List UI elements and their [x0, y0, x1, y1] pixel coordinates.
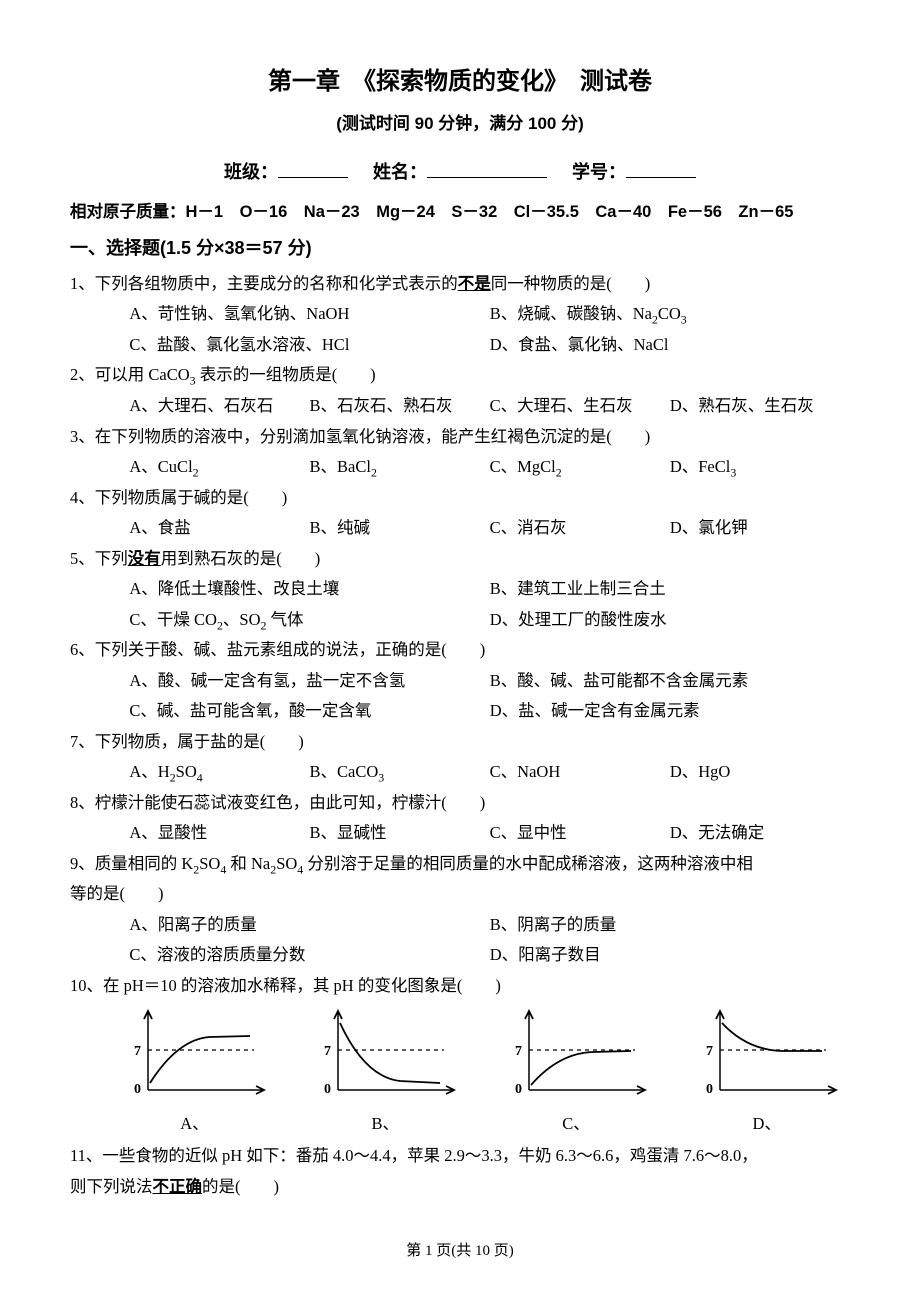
q4-option-d[interactable]: D、氯化钾	[670, 513, 850, 544]
atomic-masses: 相对原子质量：H－1 O－16 Na－23 Mg－24 S－32 Cl－35.5…	[70, 197, 850, 228]
svg-text:0: 0	[134, 1082, 141, 1097]
question-4: 4、下列物质属于碱的是( ) A、食盐 B、纯碱 C、消石灰 D、氯化钾	[70, 483, 850, 544]
q4-option-c[interactable]: C、消石灰	[490, 513, 670, 544]
q2-option-a[interactable]: A、大理石、石灰石	[129, 391, 309, 422]
q3-option-d[interactable]: D、FeCl3	[670, 452, 850, 483]
q11-underline: 不正确	[153, 1177, 203, 1196]
q8-option-a[interactable]: A、显酸性	[129, 818, 309, 849]
class-blank[interactable]	[278, 157, 348, 178]
page-title: 第一章 《探索物质的变化》 测试卷	[70, 60, 850, 104]
svg-text:7: 7	[515, 1044, 522, 1059]
question-8: 8、柠檬汁能使石蕊试液变红色，由此可知，柠檬汁( ) A、显酸性 B、显碱性 C…	[70, 788, 850, 849]
question-6: 6、下列关于酸、碱、盐元素组成的说法，正确的是( ) A、酸、碱一定含有氢，盐一…	[70, 635, 850, 727]
id-blank[interactable]	[626, 157, 696, 178]
q8-option-c[interactable]: C、显中性	[490, 818, 670, 849]
q1-underline: 不是	[458, 274, 491, 293]
q10-charts-row: 7 0 A、 7 0 B、 7 0 C、 7 0 D、	[70, 1005, 850, 1139]
svg-text:7: 7	[324, 1044, 331, 1059]
q11-line2-a: 则下列说法	[70, 1177, 153, 1196]
q5-stem-a: 5、下列	[70, 549, 128, 568]
q9-option-b[interactable]: B、阴离子的质量	[490, 910, 850, 941]
q5-stem-b: 用到熟石灰的是( )	[161, 549, 321, 568]
q3-option-c[interactable]: C、MgCl2	[490, 452, 670, 483]
question-3: 3、在下列物质的溶液中，分别滴加氢氧化钠溶液，能产生红褐色沉淀的是( ) A、C…	[70, 422, 850, 483]
q3-option-a[interactable]: A、CuCl2	[129, 452, 309, 483]
question-9: 9、质量相同的 K2SO4 和 Na2SO4 分别溶于足量的相同质量的水中配成稀…	[70, 849, 850, 971]
q6-option-d[interactable]: D、盐、碱一定含有金属元素	[490, 696, 850, 727]
q10-chart-a[interactable]: 7 0 A、	[120, 1005, 270, 1139]
q2-stem: 2、可以用 CaCO3 表示的一组物质是( )	[70, 365, 376, 384]
q7-stem: 7、下列物质，属于盐的是( )	[70, 727, 850, 758]
question-2: 2、可以用 CaCO3 表示的一组物质是( ) A、大理石、石灰石 B、石灰石、…	[70, 360, 850, 421]
svg-text:0: 0	[706, 1082, 713, 1097]
q7-option-d[interactable]: D、HgO	[670, 757, 850, 788]
q1-option-d[interactable]: D、食盐、氯化钠、NaCl	[490, 330, 850, 361]
q2-option-c[interactable]: C、大理石、生石灰	[490, 391, 670, 422]
page-footer: 第 1 页(共 10 页)	[70, 1238, 850, 1266]
svg-text:7: 7	[134, 1044, 141, 1059]
section-1-heading: 一、选择题(1.5 分×38＝57 分)	[70, 232, 850, 265]
q5-underline: 没有	[128, 549, 161, 568]
q10-label-a: A、	[120, 1109, 270, 1140]
q6-option-a[interactable]: A、酸、碱一定含有氢，盐一定不含氢	[129, 666, 489, 697]
q9-option-a[interactable]: A、阳离子的质量	[129, 910, 489, 941]
q8-option-d[interactable]: D、无法确定	[670, 818, 850, 849]
student-info-line: 班级： 姓名： 学号：	[70, 156, 850, 189]
q4-option-a[interactable]: A、食盐	[129, 513, 309, 544]
svg-text:0: 0	[324, 1082, 331, 1097]
name-label: 姓名：	[373, 162, 427, 182]
q1-stem-a: 1、下列各组物质中，主要成分的名称和化学式表示的	[70, 274, 458, 293]
q6-stem: 6、下列关于酸、碱、盐元素组成的说法，正确的是( )	[70, 635, 850, 666]
page-subtitle: (测试时间 90 分钟，满分 100 分)	[70, 108, 850, 139]
question-11: 11、一些食物的近似 pH 如下：番茄 4.0～4.4，苹果 2.9～3.3，牛…	[70, 1141, 850, 1202]
question-7: 7、下列物质，属于盐的是( ) A、H2SO4 B、CaCO3 C、NaOH D…	[70, 727, 850, 788]
q7-option-c[interactable]: C、NaOH	[490, 757, 670, 788]
q6-option-b[interactable]: B、酸、碱、盐可能都不含金属元素	[490, 666, 850, 697]
q11-line2-b: 的是( )	[202, 1177, 279, 1196]
q1-option-a[interactable]: A、苛性钠、氢氧化钠、NaOH	[129, 299, 489, 330]
class-label: 班级：	[224, 162, 278, 182]
id-label: 学号：	[572, 162, 626, 182]
q10-chart-b[interactable]: 7 0 B、	[310, 1005, 460, 1139]
q3-option-b[interactable]: B、BaCl2	[310, 452, 490, 483]
q9-stem-line2: 等的是( )	[70, 879, 850, 910]
question-10: 10、在 pH＝10 的溶液加水稀释，其 pH 的变化图象是( ) 7 0 A、 …	[70, 971, 850, 1140]
q5-option-b[interactable]: B、建筑工业上制三合土	[490, 574, 850, 605]
q6-option-c[interactable]: C、碱、盐可能含氧，酸一定含氧	[129, 696, 489, 727]
q7-option-a[interactable]: A、H2SO4	[129, 757, 309, 788]
q5-option-c[interactable]: C、干燥 CO2、SO2 气体	[129, 605, 489, 636]
question-1: 1、下列各组物质中，主要成分的名称和化学式表示的不是同一种物质的是( ) A、苛…	[70, 269, 850, 361]
q9-option-c[interactable]: C、溶液的溶质质量分数	[129, 940, 489, 971]
q5-option-a[interactable]: A、降低土壤酸性、改良土壤	[129, 574, 489, 605]
name-blank[interactable]	[427, 157, 547, 178]
q11-line1: 11、一些食物的近似 pH 如下：番茄 4.0～4.4，苹果 2.9～3.3，牛…	[70, 1141, 850, 1172]
q4-stem: 4、下列物质属于碱的是( )	[70, 483, 850, 514]
q10-label-d: D、	[692, 1109, 842, 1140]
q2-option-d[interactable]: D、熟石灰、生石灰	[670, 391, 850, 422]
q9-stem: 9、质量相同的 K2SO4 和 Na2SO4 分别溶于足量的相同质量的水中配成稀…	[70, 854, 753, 873]
q1-option-c[interactable]: C、盐酸、氯化氢水溶液、HCl	[129, 330, 489, 361]
svg-text:0: 0	[515, 1082, 522, 1097]
q2-option-b[interactable]: B、石灰石、熟石灰	[310, 391, 490, 422]
svg-text:7: 7	[706, 1044, 713, 1059]
q10-stem: 10、在 pH＝10 的溶液加水稀释，其 pH 的变化图象是( )	[70, 971, 850, 1002]
q10-chart-d[interactable]: 7 0 D、	[692, 1005, 842, 1139]
q4-option-b[interactable]: B、纯碱	[310, 513, 490, 544]
q7-option-b[interactable]: B、CaCO3	[310, 757, 490, 788]
q8-stem: 8、柠檬汁能使石蕊试液变红色，由此可知，柠檬汁( )	[70, 788, 850, 819]
q9-option-d[interactable]: D、阳离子数目	[490, 940, 850, 971]
question-5: 5、下列没有用到熟石灰的是( ) A、降低土壤酸性、改良土壤 B、建筑工业上制三…	[70, 544, 850, 636]
q10-chart-c[interactable]: 7 0 C、	[501, 1005, 651, 1139]
q3-stem: 3、在下列物质的溶液中，分别滴加氢氧化钠溶液，能产生红褐色沉淀的是( )	[70, 422, 850, 453]
q10-label-c: C、	[501, 1109, 651, 1140]
q1-option-b[interactable]: B、烧碱、碳酸钠、Na2CO3	[490, 299, 850, 330]
q5-option-d[interactable]: D、处理工厂的酸性废水	[490, 605, 850, 636]
q10-label-b: B、	[310, 1109, 460, 1140]
q8-option-b[interactable]: B、显碱性	[310, 818, 490, 849]
q1-stem-b: 同一种物质的是( )	[491, 274, 651, 293]
